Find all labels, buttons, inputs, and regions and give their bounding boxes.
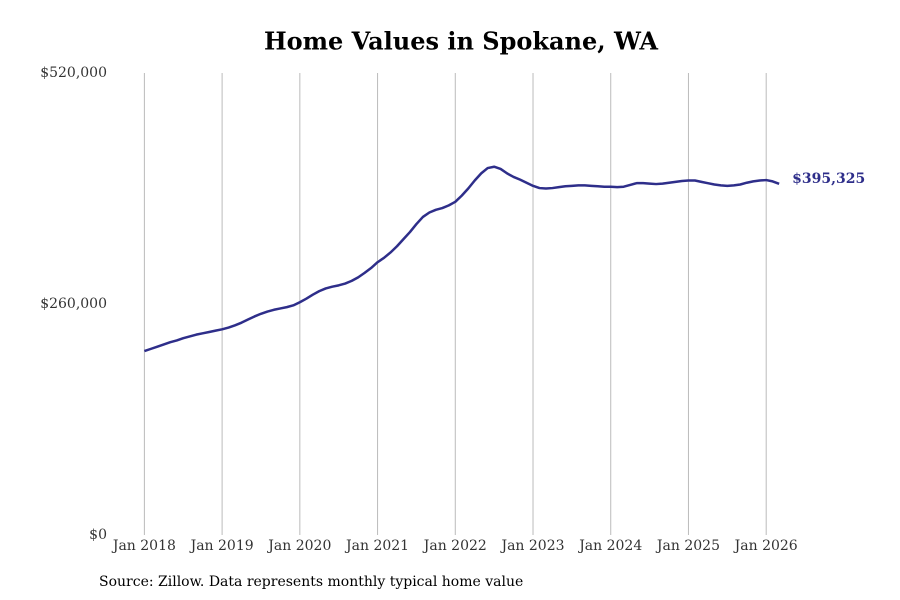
end-value-label: $395,325 [792, 171, 865, 187]
x-tick-label: Jan 2025 [655, 538, 720, 554]
y-tick-label: $0 [89, 527, 107, 543]
x-tick-label: Jan 2020 [266, 538, 331, 554]
x-tick-label: Jan 2023 [499, 538, 564, 554]
x-tick-label: Jan 2026 [733, 538, 798, 554]
y-tick-label: $520,000 [40, 65, 107, 81]
x-tick-label: Jan 2021 [344, 538, 409, 554]
x-tick-label: Jan 2018 [111, 538, 176, 554]
x-tick-label: Jan 2022 [422, 538, 487, 554]
series-line [143, 165, 780, 353]
source-note: Source: Zillow. Data represents monthly … [99, 574, 523, 590]
y-tick-label: $260,000 [40, 296, 107, 312]
x-tick-label: Jan 2019 [189, 538, 254, 554]
x-tick-label: Jan 2024 [577, 538, 642, 554]
chart-title: Home Values in Spokane, WA [264, 27, 658, 56]
